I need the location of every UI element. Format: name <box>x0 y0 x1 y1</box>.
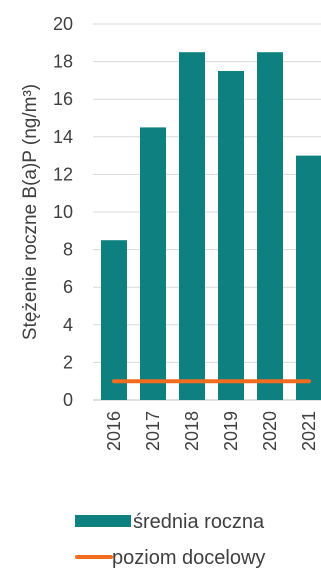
bar-series-srednia-roczna <box>101 52 321 401</box>
legend-item-poziom-docelowy: poziom docelowy <box>75 547 265 569</box>
y-tick-label: 20 <box>53 14 73 34</box>
x-axis-ticks: 2016 2017 2018 2019 2020 2021 <box>104 411 319 451</box>
bar-2020 <box>257 52 283 400</box>
legend-swatch-bar <box>75 515 131 527</box>
grid-lines <box>93 23 321 401</box>
bar-2021 <box>296 155 321 400</box>
legend-label-srednia-roczna: średnia roczna <box>133 511 265 533</box>
x-tick-label: 2019 <box>221 411 241 451</box>
x-tick-label: 2018 <box>182 411 202 451</box>
bar-2016 <box>101 240 127 400</box>
y-tick-label: 18 <box>53 52 73 72</box>
y-axis-ticks: 0 2 4 6 8 10 12 14 16 18 20 <box>53 14 73 410</box>
bar-2018 <box>179 52 205 400</box>
y-axis-label: Stężenie roczne B(a)P (ng/m³) <box>20 84 41 340</box>
x-tick-label: 2021 <box>299 411 319 451</box>
legend: średnia roczna poziom docelowy <box>75 511 265 569</box>
y-tick-label: 2 <box>63 352 73 372</box>
y-tick-label: 8 <box>63 240 73 260</box>
y-tick-label: 16 <box>53 89 73 109</box>
x-tick-label: 2020 <box>260 411 280 451</box>
y-tick-label: 12 <box>53 164 73 184</box>
bar-2019 <box>218 71 244 400</box>
y-tick-label: 0 <box>63 390 73 410</box>
legend-label-poziom-docelowy: poziom docelowy <box>112 547 265 569</box>
y-tick-label: 6 <box>63 277 73 297</box>
bar-2017 <box>140 127 166 401</box>
y-tick-label: 10 <box>53 202 73 222</box>
legend-item-srednia-roczna: średnia roczna <box>75 511 265 533</box>
x-tick-label: 2016 <box>104 411 124 451</box>
y-tick-label: 14 <box>53 127 73 147</box>
y-tick-label: 4 <box>63 315 73 335</box>
x-tick-label: 2017 <box>143 411 163 451</box>
